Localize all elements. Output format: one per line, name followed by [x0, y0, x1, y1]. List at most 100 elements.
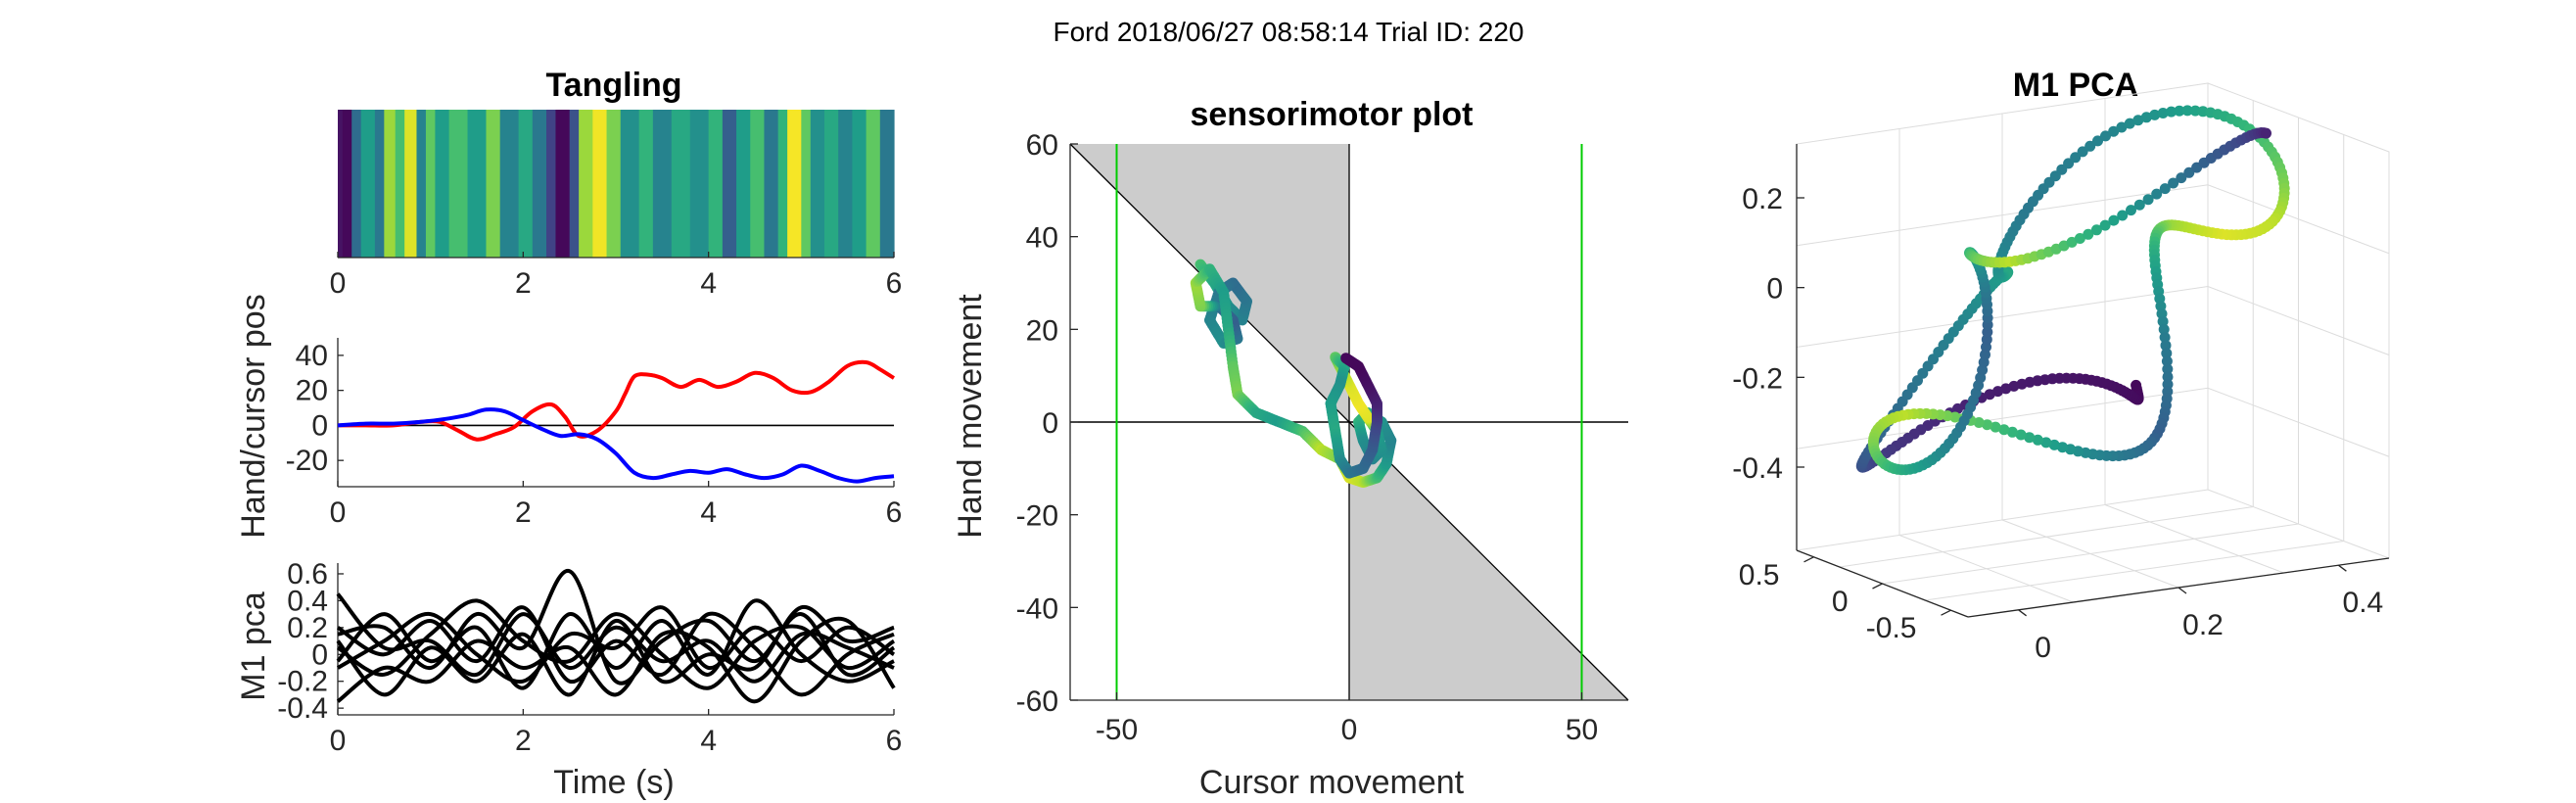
trajectory-point: [2116, 121, 2128, 133]
floor-grid: [1882, 523, 2299, 585]
series-line: [336, 616, 896, 704]
x-tick-label: 0: [1341, 714, 1358, 746]
x-tick-label: 0: [330, 725, 347, 757]
tangling-x-tick-label: 6: [886, 267, 903, 300]
heatmap-stripe: [652, 110, 673, 258]
y-tick-label: 20: [1026, 314, 1058, 347]
y-tick-label: 0: [1832, 586, 1849, 618]
heatmap-stripe: [787, 110, 802, 258]
trajectory-point: [2159, 183, 2171, 195]
sensorimotor-title: sensorimotor plot: [1190, 96, 1473, 133]
heatmap-stripe: [518, 110, 534, 258]
tangling-x-tick-label: 2: [515, 267, 532, 300]
heatmap-stripe: [384, 110, 397, 258]
trajectory-point: [2181, 105, 2193, 117]
heatmap-stripe: [360, 110, 376, 258]
x-tick-label: 6: [886, 725, 903, 757]
trajectory-point: [2157, 108, 2169, 118]
series-line: [337, 569, 896, 685]
trajectory-point: [2048, 439, 2060, 450]
trajectory-point: [2032, 434, 2043, 446]
trajectory-point: [2024, 432, 2036, 444]
y-tick-label: -60: [1016, 685, 1058, 718]
heatmap-stripe: [606, 110, 622, 258]
trajectory-point: [2161, 355, 2173, 367]
trajectory-point: [1984, 389, 1995, 401]
trajectory-point: [2132, 115, 2144, 126]
heatmap-stripe: [374, 110, 385, 258]
trajectory-point: [2162, 371, 2174, 383]
heatmap-stripe: [351, 110, 362, 258]
tangling-x-axis: 0 2 4 6: [330, 252, 903, 300]
trajectory-point: [2015, 429, 2027, 441]
series-line: [337, 407, 895, 484]
m1-pca-3d-ticks: 0.2 0 -0.2 -0.4 0.5 0 -0.5 0 0.2 0.4: [1732, 183, 2383, 664]
series-line: [336, 605, 895, 697]
trajectory-point: [2117, 210, 2129, 221]
series-line: [336, 592, 895, 684]
m1-pca-3d-points: [1855, 105, 2290, 476]
heatmap-stripe: [620, 110, 640, 258]
trajectory-point: [2176, 172, 2187, 184]
trajectory-point: [2092, 135, 2103, 147]
y-tick-label: 0.4: [287, 585, 328, 617]
trajectory-point: [1340, 353, 1352, 364]
trajectory-point: [2108, 125, 2120, 137]
y-tick: [1803, 556, 1814, 563]
y-tick-label: 0.5: [1739, 559, 1780, 591]
trajectory-point: [2006, 426, 2018, 438]
heatmap-stripe: [395, 110, 405, 258]
tangling-panel: Tangling 0 2 4 6: [330, 67, 903, 300]
trajectory-point: [2108, 214, 2120, 226]
sensorimotor-panel: sensorimotor plot -50 0 50 -60 -40 -20 0 20 40 60…: [952, 96, 1629, 801]
y-tick-label: -0.2: [277, 666, 328, 698]
trajectory-point: [2126, 205, 2136, 216]
trajectory-point: [2166, 106, 2178, 118]
m1-pca-ylabel: M1 pca: [235, 591, 272, 701]
x-tick-label: 0.2: [2182, 609, 2224, 641]
y-tick: [1941, 609, 1951, 616]
series-line: [336, 605, 895, 697]
heatmap-stripe: [416, 110, 427, 258]
x-tick-label: 4: [700, 496, 717, 529]
heatmap-stripe: [736, 110, 751, 258]
trajectory-point: [1990, 421, 2001, 433]
trajectory-point: [2124, 118, 2135, 129]
trajectory-point: [2040, 437, 2052, 449]
x-tick-label: 2: [515, 725, 532, 757]
trajectory-point: [2261, 127, 2272, 139]
y-tick-label: 0: [1042, 407, 1058, 440]
m1-pca-traces-panel: 0 2 4 6-0.4-0.200.20.40.6 M1 pca Time (s): [235, 558, 902, 801]
heatmap-stripe: [879, 110, 895, 258]
y-tick-label: 40: [1026, 222, 1058, 255]
floor-grid: [2104, 504, 2284, 574]
y-tick-label: -20: [1016, 500, 1058, 533]
z-tick-label: -0.2: [1732, 362, 1783, 395]
heatmap-stripe: [425, 110, 436, 258]
trajectory-point: [2077, 146, 2088, 158]
y-tick-label: 0.2: [287, 612, 328, 644]
x-tick-label: 2: [515, 496, 532, 529]
series-line: [336, 598, 895, 690]
x-tick-label: 0.4: [2343, 587, 2384, 619]
trajectory-point: [2084, 140, 2096, 152]
trajectory-point: [2151, 188, 2163, 200]
y-tick: [1872, 583, 1883, 590]
z-tick-label: 0.2: [1742, 183, 1783, 215]
heatmap-stripe: [722, 110, 737, 258]
heatmap-stripe: [499, 110, 520, 258]
trajectory-point: [2140, 112, 2152, 123]
tangling-heatmap: [338, 110, 895, 258]
trajectory-point: [2057, 442, 2068, 453]
heatmap-stripe: [852, 110, 867, 258]
y-tick-label: 0: [311, 638, 328, 671]
heatmap-stripe: [555, 110, 571, 258]
x-tick-label: 0: [2035, 632, 2051, 664]
x-tick-label: 0: [330, 496, 347, 529]
x-tick-label: 50: [1566, 714, 1598, 746]
z-tick-label: -0.4: [1732, 452, 1783, 485]
heatmap-stripe: [810, 110, 825, 258]
trajectory-point: [2066, 236, 2078, 248]
